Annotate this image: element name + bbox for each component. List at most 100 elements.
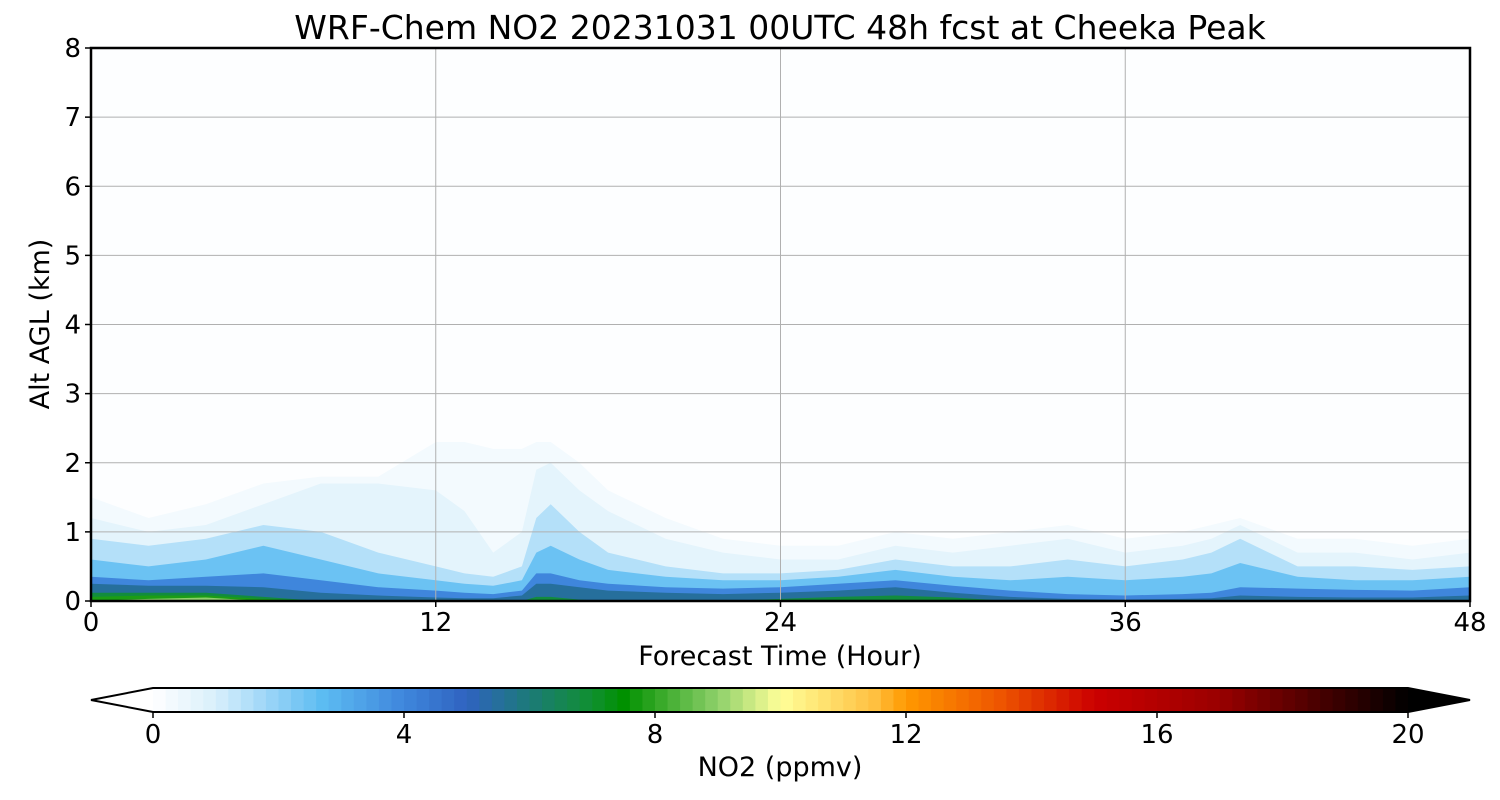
x-axis-label: Forecast Time (Hour) <box>638 641 922 672</box>
colorbar-segment-92 <box>1307 688 1321 712</box>
y-axis-ticks: 0 1 2 3 4 5 6 7 8 <box>64 34 91 617</box>
colorbar-segment-63 <box>943 688 957 712</box>
x-tick-label-1: 12 <box>419 608 452 638</box>
colorbar-segment-98 <box>1382 688 1397 712</box>
colorbar-tick-label-4: 16 <box>1140 720 1173 750</box>
colorbar-segment-73 <box>1069 688 1083 712</box>
colorbar-segment-66 <box>981 688 995 712</box>
colorbar-segment-62 <box>931 688 945 712</box>
colorbar-segment-89 <box>1269 688 1284 712</box>
colorbar-segment-85 <box>1219 688 1233 712</box>
colorbar-segment-32 <box>554 688 568 712</box>
colorbar-tick-label-2: 8 <box>647 720 664 750</box>
colorbar-extend-high <box>1408 688 1470 712</box>
colorbar-segment-69 <box>1018 688 1033 712</box>
x-axis-ticks: 0 12 24 36 48 <box>83 601 1487 638</box>
colorbar-segment-1 <box>165 688 179 712</box>
colorbar-segment-11 <box>291 688 305 712</box>
colorbar-tick-label-5: 20 <box>1391 720 1424 750</box>
colorbar-segment-8 <box>253 688 267 712</box>
colorbar-segment-64 <box>956 688 970 712</box>
colorbar-segment-82 <box>1182 688 1196 712</box>
colorbar-segment-33 <box>567 688 581 712</box>
colorbar-segment-42 <box>680 688 694 712</box>
colorbar-segment-31 <box>542 688 556 712</box>
x-tick-label-0: 0 <box>83 608 100 638</box>
y-tick-label-0: 0 <box>64 587 81 617</box>
y-tick-label-2: 2 <box>64 449 81 479</box>
colorbar-segment-59 <box>893 688 907 712</box>
colorbar-segment-5 <box>215 688 229 712</box>
colorbar-segment-41 <box>667 688 681 712</box>
colorbar-tick-label-0: 0 <box>145 720 162 750</box>
colorbar-segment-0 <box>153 688 167 712</box>
colorbar-segment-22 <box>429 688 443 712</box>
colorbar-segment-24 <box>454 688 468 712</box>
colorbar-segment-19 <box>391 688 405 712</box>
colorbar-segment-39 <box>642 688 656 712</box>
colorbar-segment-52 <box>805 688 819 712</box>
colorbar-segment-58 <box>880 688 895 712</box>
colorbar-segment-45 <box>717 688 731 712</box>
colorbar-segment-81 <box>1169 688 1183 712</box>
colorbar-segment-78 <box>1131 688 1146 712</box>
colorbar-segment-40 <box>655 688 669 712</box>
colorbar-segment-65 <box>968 688 982 712</box>
colorbar-segment-4 <box>203 688 217 712</box>
colorbar-segment-26 <box>479 688 493 712</box>
y-tick-label-4: 4 <box>64 311 81 341</box>
colorbar <box>90 687 1471 713</box>
colorbar-segment-94 <box>1332 688 1346 712</box>
colorbar-segment-70 <box>1031 688 1045 712</box>
colorbar-segment-71 <box>1044 688 1058 712</box>
colorbar-segment-9 <box>265 688 280 712</box>
colorbar-segment-57 <box>868 688 882 712</box>
y-tick-label-1: 1 <box>64 518 81 548</box>
colorbar-segment-35 <box>592 688 606 712</box>
colorbar-segment-80 <box>1157 688 1171 712</box>
colorbar-segment-83 <box>1194 688 1208 712</box>
x-tick-label-4: 48 <box>1453 608 1486 638</box>
colorbar-segment-21 <box>416 688 430 712</box>
colorbar-segment-68 <box>1006 688 1020 712</box>
y-tick-label-6: 6 <box>64 172 81 202</box>
colorbar-segment-27 <box>491 688 505 712</box>
colorbar-segment-6 <box>228 688 242 712</box>
colorbar-segment-75 <box>1094 688 1108 712</box>
colorbar-segment-88 <box>1257 688 1271 712</box>
colorbar-segment-7 <box>240 688 254 712</box>
colorbar-segment-90 <box>1282 688 1296 712</box>
colorbar-segment-86 <box>1232 688 1246 712</box>
x-tick-label-3: 36 <box>1109 608 1142 638</box>
colorbar-segment-60 <box>906 688 920 712</box>
colorbar-segment-91 <box>1295 688 1309 712</box>
colorbar-segment-67 <box>993 688 1007 712</box>
colorbar-segment-47 <box>742 688 756 712</box>
y-axis-label: Alt AGL (km) <box>25 239 56 410</box>
y-tick-label-8: 8 <box>64 34 81 64</box>
colorbar-segment-16 <box>353 688 367 712</box>
colorbar-ticks: 0 4 8 12 16 20 <box>145 712 1425 750</box>
colorbar-segment-12 <box>303 688 317 712</box>
colorbar-segment-93 <box>1320 688 1334 712</box>
colorbar-segment-74 <box>1081 688 1095 712</box>
colorbar-segment-87 <box>1244 688 1258 712</box>
colorbar-segment-97 <box>1370 688 1384 712</box>
colorbar-segment-2 <box>178 688 192 712</box>
colorbar-tick-label-1: 4 <box>396 720 413 750</box>
colorbar-label: NO2 (ppmv) <box>698 752 863 783</box>
colorbar-segment-14 <box>328 688 342 712</box>
colorbar-segment-37 <box>617 688 631 712</box>
colorbar-segment-56 <box>855 688 869 712</box>
colorbar-segment-30 <box>529 688 543 712</box>
colorbar-segment-3 <box>190 688 204 712</box>
colorbar-segment-10 <box>278 688 292 712</box>
y-tick-label-7: 7 <box>64 103 81 133</box>
colorbar-segment-61 <box>918 688 932 712</box>
colorbar-segment-36 <box>604 688 618 712</box>
colorbar-segment-43 <box>692 688 706 712</box>
colorbar-segment-20 <box>404 688 418 712</box>
colorbar-segment-34 <box>579 688 593 712</box>
colorbar-segment-17 <box>366 688 380 712</box>
